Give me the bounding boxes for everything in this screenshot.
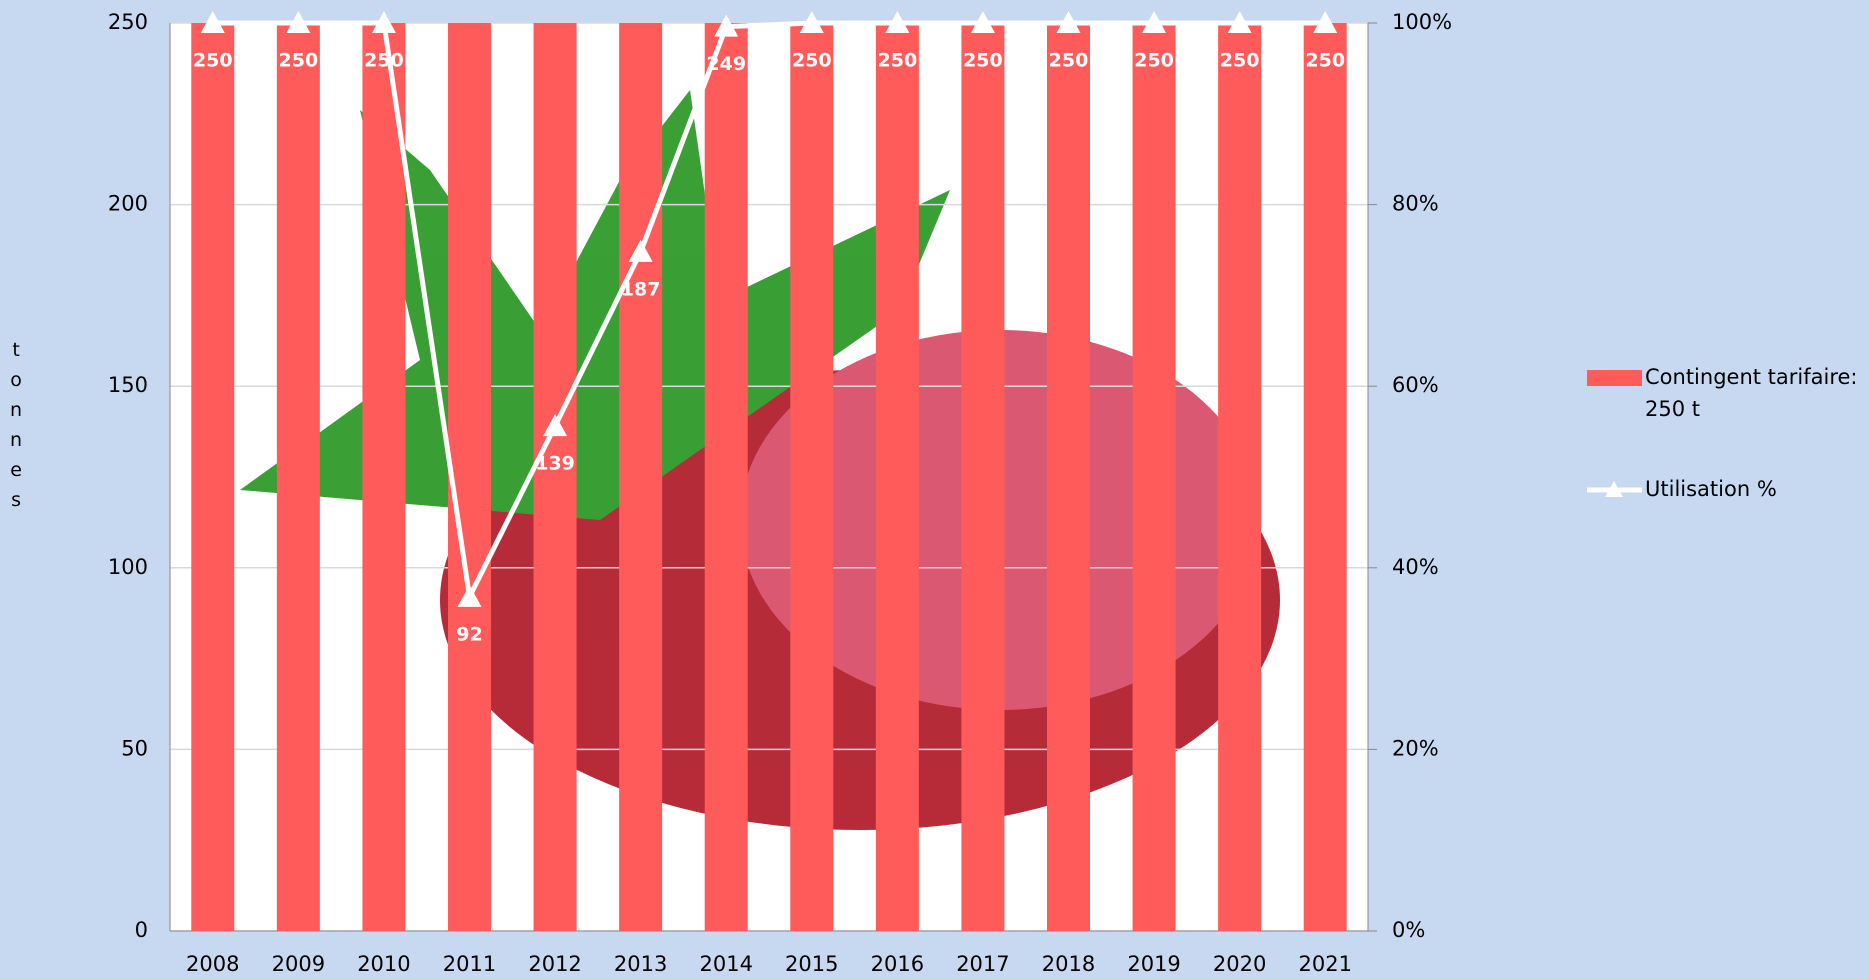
- bar: [1132, 23, 1176, 931]
- line: [212, 20, 1326, 606]
- data-label: 139: [535, 453, 575, 475]
- x-tick-label: 2020: [1213, 952, 1266, 976]
- y2-tick-label: 80%: [1392, 192, 1439, 216]
- x-tick-label: 2016: [871, 952, 924, 976]
- bar: [191, 23, 235, 931]
- bar: [875, 23, 919, 931]
- data-label: 250: [1220, 50, 1260, 72]
- data-label: 250: [1134, 50, 1174, 72]
- line-marker: [286, 11, 311, 33]
- data-label: 249: [706, 53, 746, 75]
- data-label: 250: [279, 50, 319, 72]
- data-label: 92: [456, 623, 482, 645]
- y-tick-label: 200: [108, 192, 148, 216]
- line-marker: [1227, 11, 1252, 33]
- legend-label-line: 250 t: [1645, 397, 1700, 421]
- y2-tick-label: 0%: [1392, 918, 1425, 942]
- line-marker: [714, 14, 739, 37]
- bar: [362, 23, 406, 931]
- bar: [1303, 23, 1347, 931]
- x-tick-label: 2012: [528, 952, 581, 976]
- line-marker: [885, 11, 910, 33]
- y-tick-label: 50: [121, 736, 148, 760]
- y-tick-label: 250: [108, 10, 148, 34]
- x-tick-label: 2017: [956, 952, 1009, 976]
- x-tick-label: 2010: [357, 952, 410, 976]
- data-label: 187: [621, 278, 661, 300]
- line-marker: [1313, 11, 1338, 33]
- line-marker: [970, 11, 995, 33]
- bar: [1047, 23, 1090, 931]
- bar: [961, 23, 1005, 931]
- x-tick-label: 2011: [443, 952, 496, 976]
- leaves: [240, 90, 950, 520]
- data-label: 250: [193, 50, 233, 72]
- y2-tick-label: 100%: [1392, 10, 1452, 34]
- bar: [533, 23, 577, 931]
- x-tick-label: 2009: [272, 952, 325, 976]
- data-label: 250: [364, 50, 404, 72]
- x-tick-label: 2014: [699, 952, 752, 976]
- data-label: 250: [1305, 50, 1345, 72]
- legend-label-line: Contingent tarifaire:: [1645, 365, 1858, 389]
- data-label: 250: [792, 50, 832, 72]
- y-axis-label: tonnes: [10, 339, 23, 511]
- x-tick-label: 2008: [186, 952, 239, 976]
- line-marker: [200, 11, 225, 33]
- y-tick-label: 150: [108, 373, 148, 397]
- bar: [619, 23, 663, 931]
- y-tick-label: 0: [135, 918, 148, 942]
- x-tick-label: 2015: [785, 952, 838, 976]
- legend-label: Utilisation %: [1645, 477, 1777, 501]
- y-tick-label: 100: [108, 555, 148, 579]
- legend-label: Contingent tarifaire: 250 t: [1645, 365, 1858, 421]
- y2-tick-label: 40%: [1392, 555, 1439, 579]
- x-tick-label: 2021: [1298, 952, 1351, 976]
- data-label: 250: [1049, 50, 1089, 72]
- bar: [790, 23, 834, 931]
- line-marker: [628, 239, 653, 262]
- x-tick-label: 2019: [1127, 952, 1180, 976]
- bar: [704, 23, 748, 931]
- bar: [276, 23, 320, 931]
- line-marker: [1142, 11, 1167, 33]
- line-marker: [371, 11, 396, 33]
- line-marker: [799, 11, 824, 33]
- bar: [1218, 23, 1262, 931]
- y2-tick-label: 60%: [1392, 373, 1439, 397]
- bar: [448, 23, 491, 931]
- line-marker: [1056, 11, 1081, 33]
- x-tick-label: 2018: [1042, 952, 1095, 976]
- line-marker: [543, 414, 568, 437]
- line-marker: [457, 584, 482, 607]
- legend-swatch: [1587, 370, 1642, 386]
- legend-marker: [1605, 481, 1623, 497]
- data-label: 250: [878, 50, 918, 72]
- y2-tick-label: 20%: [1392, 736, 1439, 760]
- x-tick-label: 2013: [614, 952, 667, 976]
- data-label: 250: [963, 50, 1003, 72]
